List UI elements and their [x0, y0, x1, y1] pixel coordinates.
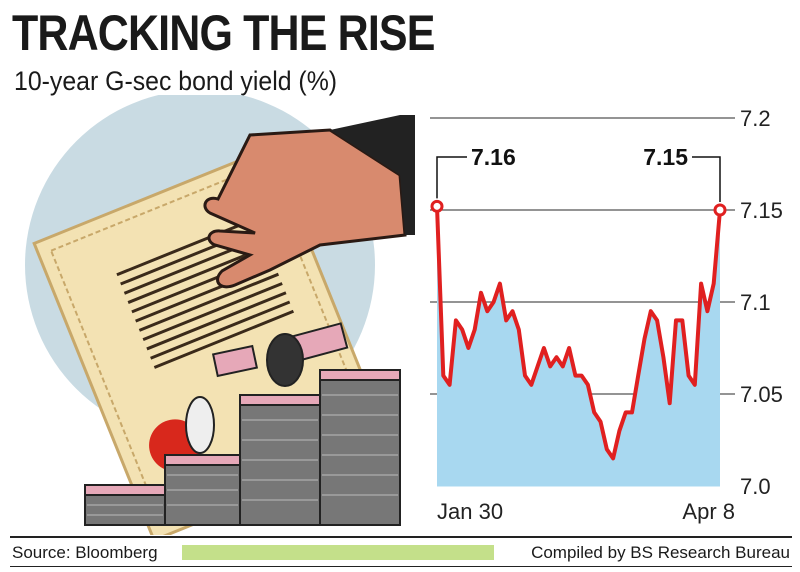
credit-note: Compiled by BS Research Bureau	[531, 543, 790, 562]
footer: Source: Bloomberg Compiled by BS Researc…	[0, 536, 800, 567]
x-tick-label: Apr 8	[682, 499, 735, 524]
x-tick-label: Jan 30	[437, 499, 503, 524]
bond-illustration-icon	[25, 95, 415, 535]
endpoint-marker	[430, 199, 444, 213]
footer-accent-bar	[182, 545, 494, 560]
source-note: Source: Bloomberg	[12, 543, 158, 562]
y-tick-label: 7.1	[740, 290, 771, 315]
peak-label: 7.16	[471, 144, 516, 170]
y-tick-label: 7.2	[740, 106, 771, 131]
footer-top-rule	[10, 536, 792, 538]
peak-label: 7.15	[643, 144, 688, 170]
yield-line	[435, 206, 722, 461]
page-title: TRACKING THE RISE	[12, 5, 435, 61]
callout-leader	[692, 156, 721, 202]
footer-bottom-rule	[10, 566, 792, 567]
callout-leader	[436, 156, 467, 199]
chart-subtitle: 10-year G-sec bond yield (%)	[14, 66, 338, 96]
y-tick-label: 7.05	[740, 382, 783, 407]
y-tick-label: 7.15	[740, 198, 783, 223]
yield-area	[437, 206, 720, 487]
endpoint-marker	[713, 203, 727, 217]
y-tick-label: 7.0	[740, 474, 771, 499]
